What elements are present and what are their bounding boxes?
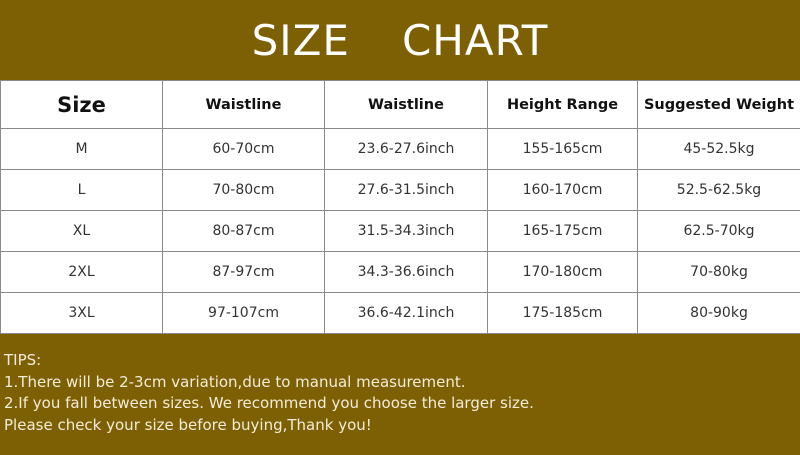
tip-line: 1.There will be 2-3cm variation,due to m…	[4, 372, 466, 391]
cell-height: 160-170cm	[487, 169, 638, 211]
cell-size: 2XL	[0, 251, 163, 293]
tip-line: Please check your size before buying,Tha…	[4, 415, 372, 434]
header-height-range: Height Range	[487, 80, 638, 129]
cell-size: XL	[0, 210, 163, 252]
size-table: Size Waistline Waistline Height Range Su…	[0, 80, 800, 334]
title-word-chart: CHART	[401, 15, 549, 65]
table-row: XL 80-87cm 31.5-34.3inch 165-175cm 62.5-70kg	[0, 210, 800, 252]
header-size: Size	[0, 80, 163, 129]
table-row: L 70-80cm 27.6-31.5inch 160-170cm 52.5-62.5k…	[0, 169, 800, 211]
table-row: 3XL 97-107cm 36.6-42.1inch 175-185cm 80-90kg	[0, 292, 800, 334]
cell-height: 170-180cm	[487, 251, 638, 293]
cell-size: L	[0, 169, 163, 211]
table-header-row: Size Waistline Waistline Height Range Su…	[0, 80, 800, 129]
cell-weight: 80-90kg	[637, 292, 800, 334]
tips-heading: TIPS:	[4, 351, 42, 369]
cell-waist-inch: 31.5-34.3inch	[324, 210, 488, 252]
table-row: M 60-70cm 23.6-27.6inch 155-165cm 45-52.5kg	[0, 128, 800, 170]
cell-size: M	[0, 128, 163, 170]
table-row: 2XL 87-97cm 34.3-36.6inch 170-180cm 70-80kg	[0, 251, 800, 293]
cell-weight: 45-52.5kg	[637, 128, 800, 170]
cell-size: 3XL	[0, 292, 163, 334]
cell-weight: 62.5-70kg	[637, 210, 800, 252]
cell-waist-inch: 23.6-27.6inch	[324, 128, 488, 170]
page-title: SIZE CHART	[0, 0, 800, 80]
cell-weight: 70-80kg	[637, 251, 800, 293]
header-waistline-inch: Waistline	[324, 80, 488, 129]
tip-line: 2.If you fall between sizes. We recommen…	[4, 394, 534, 412]
cell-height: 155-165cm	[487, 128, 638, 170]
header-waistline-cm: Waistline	[162, 80, 325, 129]
cell-waist-inch: 27.6-31.5inch	[324, 169, 488, 211]
cell-waist-cm: 87-97cm	[162, 251, 325, 293]
cell-waist-cm: 97-107cm	[162, 292, 325, 334]
cell-height: 165-175cm	[487, 210, 638, 252]
tips-section: TIPS: 1.There will be 2-3cm variation,du…	[4, 350, 534, 436]
cell-waist-inch: 36.6-42.1inch	[324, 292, 488, 334]
cell-waist-cm: 80-87cm	[162, 210, 325, 252]
cell-weight: 52.5-62.5kg	[637, 169, 800, 211]
cell-height: 175-185cm	[487, 292, 638, 334]
cell-waist-cm: 60-70cm	[162, 128, 325, 170]
title-word-size: SIZE	[251, 15, 350, 65]
header-suggested-weight: Suggested Weight	[637, 80, 800, 129]
cell-waist-inch: 34.3-36.6inch	[324, 251, 488, 293]
cell-waist-cm: 70-80cm	[162, 169, 325, 211]
